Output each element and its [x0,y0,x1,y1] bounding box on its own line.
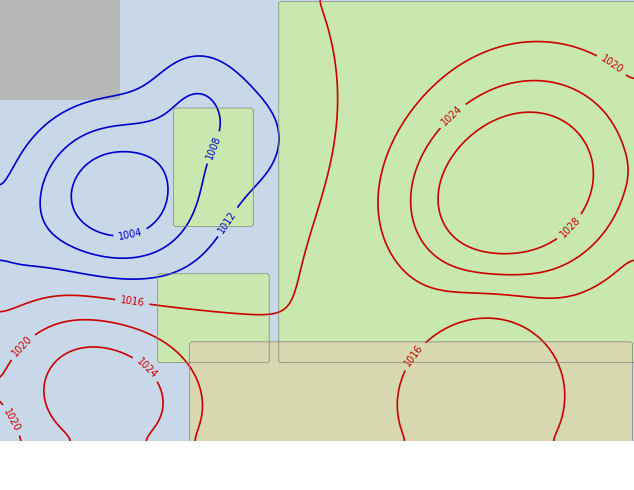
Text: ©weatheronline.co.uk: ©weatheronline.co.uk [493,475,628,485]
Text: 1020: 1020 [598,54,624,76]
Text: 1008: 1008 [204,134,223,161]
Text: 1024: 1024 [134,356,159,380]
Text: 1024: 1024 [440,103,465,127]
Text: 1012: 1012 [217,209,239,235]
Text: 1020: 1020 [1,407,22,434]
Text: 1028: 1028 [558,215,583,240]
Text: Tu 28-05-2024 06:00 UTC (06+48): Tu 28-05-2024 06:00 UTC (06+48) [395,454,628,467]
Text: 1004: 1004 [118,227,144,242]
Text: 1016: 1016 [120,295,145,309]
Text: 1016: 1016 [403,343,425,368]
Text: Surface pressure [hPa] ECMWF: Surface pressure [hPa] ECMWF [6,454,216,467]
Text: 1020: 1020 [10,334,34,359]
